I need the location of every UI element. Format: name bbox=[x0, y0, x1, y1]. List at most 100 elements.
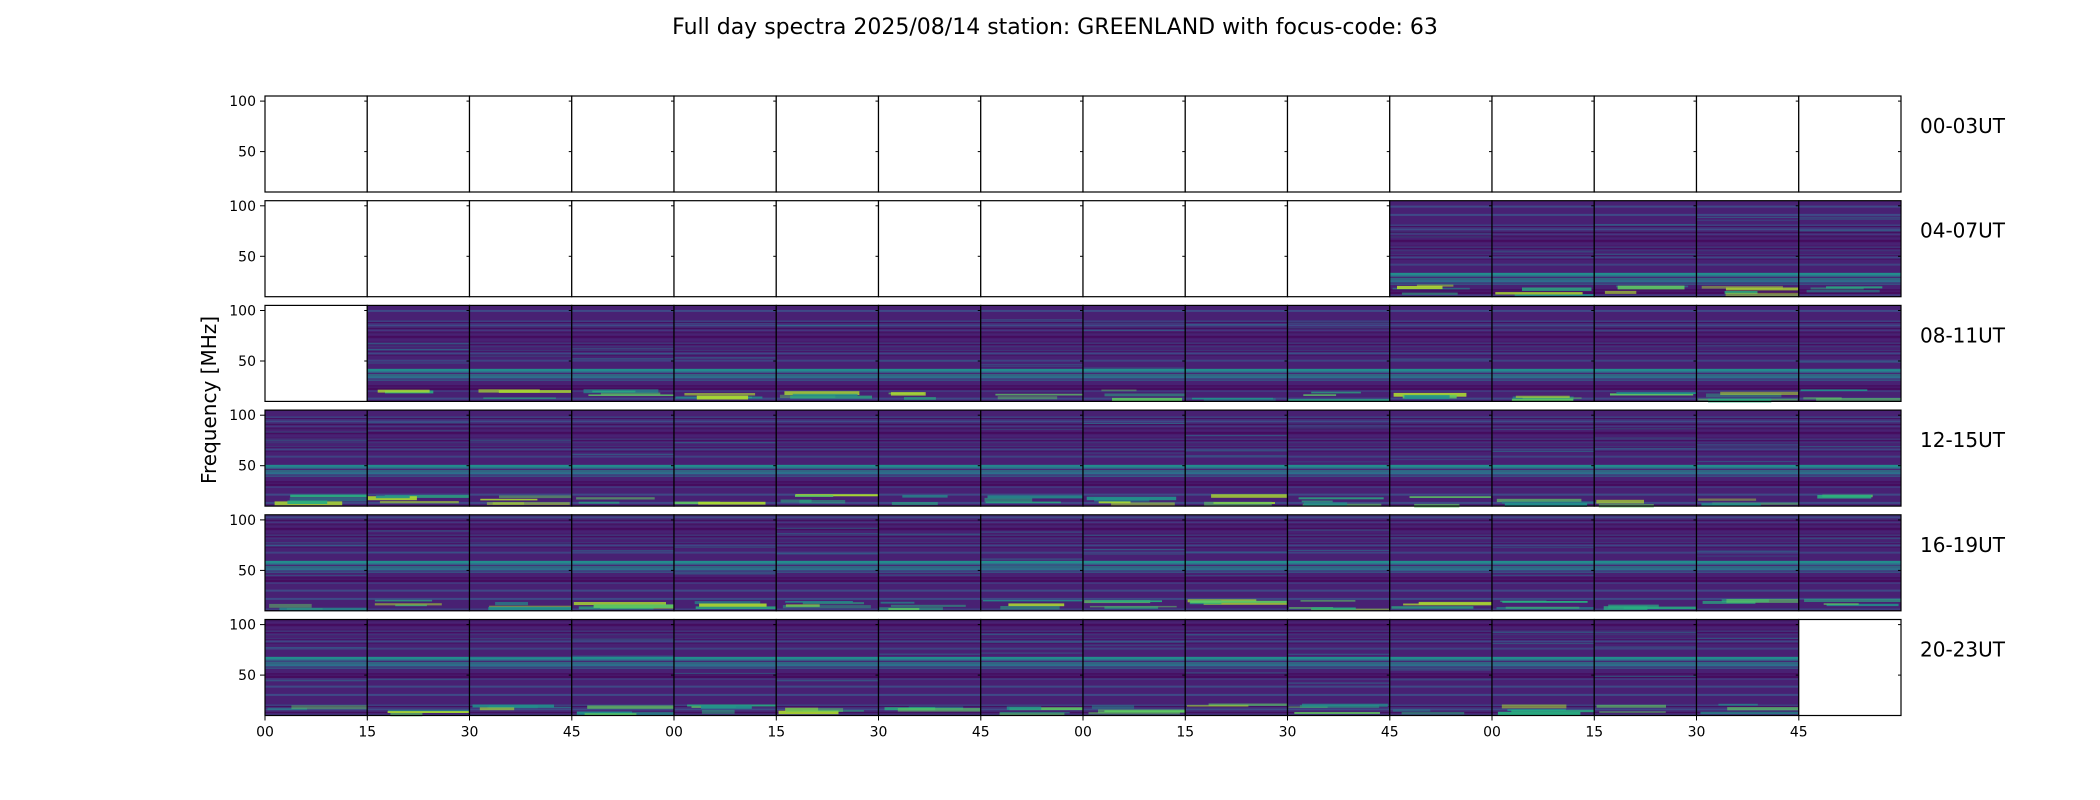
rfi-line bbox=[674, 672, 777, 675]
spectrogram-panel bbox=[1389, 409, 1493, 508]
spectrogram-panel bbox=[1389, 514, 1493, 612]
rfi-line bbox=[674, 568, 777, 570]
x-tick-label: 00 bbox=[1074, 725, 1092, 741]
panel-background bbox=[674, 305, 777, 402]
spectrogram-panel bbox=[980, 409, 1084, 507]
spectrogram-panel bbox=[1695, 409, 1800, 507]
emission-feature bbox=[1098, 709, 1186, 714]
rfi-line bbox=[1594, 224, 1697, 226]
rfi-line bbox=[980, 365, 1084, 367]
empty-panel bbox=[1184, 200, 1289, 298]
rfi-line bbox=[1798, 537, 1902, 539]
spectrogram-panel bbox=[1286, 618, 1391, 717]
rfi-line bbox=[980, 428, 1084, 430]
rfi-line bbox=[1389, 232, 1493, 234]
x-tick-label: 00 bbox=[1483, 725, 1501, 741]
rfi-line bbox=[1696, 344, 1799, 346]
rfi-line bbox=[1083, 367, 1186, 369]
emission-feature bbox=[1009, 707, 1083, 711]
panel-background bbox=[1083, 96, 1186, 192]
rfi-line bbox=[1083, 422, 1186, 424]
emission-feature bbox=[890, 604, 966, 607]
emission-feature bbox=[799, 500, 846, 504]
rfi-line bbox=[367, 343, 470, 345]
emission-feature bbox=[1302, 703, 1388, 707]
spectrogram-panel bbox=[775, 409, 880, 507]
emission-feature bbox=[1392, 709, 1431, 712]
emission-feature bbox=[1604, 290, 1637, 294]
emission-feature bbox=[698, 501, 766, 505]
emission-feature bbox=[486, 502, 570, 505]
spectrogram-panel bbox=[1286, 304, 1391, 402]
rfi-line bbox=[1287, 682, 1390, 684]
emission-feature bbox=[1596, 704, 1666, 708]
rfi-line bbox=[1696, 447, 1799, 449]
emission-feature bbox=[279, 607, 368, 612]
panel-background bbox=[674, 514, 777, 611]
rfi-line bbox=[265, 544, 368, 547]
empty-panel bbox=[1389, 95, 1493, 193]
empty-panel bbox=[468, 200, 573, 298]
panel-background bbox=[265, 96, 368, 192]
panel-background bbox=[1083, 514, 1186, 611]
panel-background bbox=[1492, 410, 1595, 507]
emission-feature bbox=[374, 603, 442, 606]
spectrogram-panel bbox=[1491, 409, 1595, 507]
panel-background bbox=[1594, 305, 1697, 402]
emission-feature bbox=[1826, 286, 1883, 289]
rfi-line bbox=[571, 358, 675, 360]
panel-background bbox=[776, 96, 879, 192]
emission-feature bbox=[802, 602, 864, 605]
rfi-line bbox=[367, 348, 470, 351]
emission-feature bbox=[374, 599, 433, 602]
panel-frame bbox=[1798, 304, 1902, 402]
emission-feature bbox=[1720, 391, 1799, 395]
emission-feature bbox=[1803, 397, 1842, 400]
rfi-line bbox=[1185, 634, 1288, 636]
rfi-line bbox=[1798, 361, 1902, 363]
spectrogram-panel bbox=[264, 514, 368, 612]
panel-background bbox=[776, 410, 879, 507]
panel-background bbox=[1389, 305, 1492, 402]
rfi-line bbox=[1287, 327, 1390, 329]
emission-feature bbox=[1289, 607, 1334, 609]
y-tick-label: 50 bbox=[238, 459, 256, 475]
emission-feature bbox=[492, 502, 525, 505]
rfi-line bbox=[1287, 352, 1390, 354]
panel-background bbox=[469, 410, 572, 507]
emission-feature bbox=[1726, 599, 1799, 603]
panel-background bbox=[571, 410, 674, 507]
panel-background bbox=[1287, 305, 1390, 402]
spectrogram-panel bbox=[775, 618, 880, 717]
rfi-line bbox=[571, 348, 675, 350]
rfi-line bbox=[1083, 475, 1186, 477]
panel-background bbox=[367, 96, 470, 192]
rfi-line bbox=[265, 542, 368, 544]
emission-feature bbox=[694, 601, 761, 605]
rfi-line bbox=[571, 353, 675, 355]
emission-feature bbox=[1203, 398, 1276, 402]
emission-feature bbox=[1000, 606, 1060, 610]
rfi-line bbox=[776, 553, 879, 555]
emission-feature bbox=[785, 601, 853, 603]
x-tick-label: 00 bbox=[665, 725, 683, 741]
panel-background bbox=[1798, 96, 1901, 192]
emission-feature bbox=[1708, 398, 1772, 403]
panel-frame bbox=[1798, 95, 1902, 193]
emission-feature bbox=[1409, 496, 1491, 498]
panel-background bbox=[265, 200, 368, 297]
spectrogram-panel bbox=[877, 618, 982, 717]
emission-feature bbox=[684, 393, 756, 396]
spectrogram-panel bbox=[1593, 304, 1698, 402]
emission-feature bbox=[1112, 397, 1183, 402]
emission-feature bbox=[269, 603, 312, 608]
rfi-line bbox=[776, 680, 879, 682]
spectrogram-panel bbox=[673, 618, 777, 717]
panel-background bbox=[980, 200, 1083, 297]
panel-background bbox=[1798, 200, 1901, 297]
panel-background bbox=[980, 305, 1083, 402]
rfi-line bbox=[674, 666, 777, 668]
spectrogram-panel bbox=[1389, 618, 1493, 717]
panel-background bbox=[1696, 619, 1799, 716]
emission-feature bbox=[1089, 605, 1177, 608]
